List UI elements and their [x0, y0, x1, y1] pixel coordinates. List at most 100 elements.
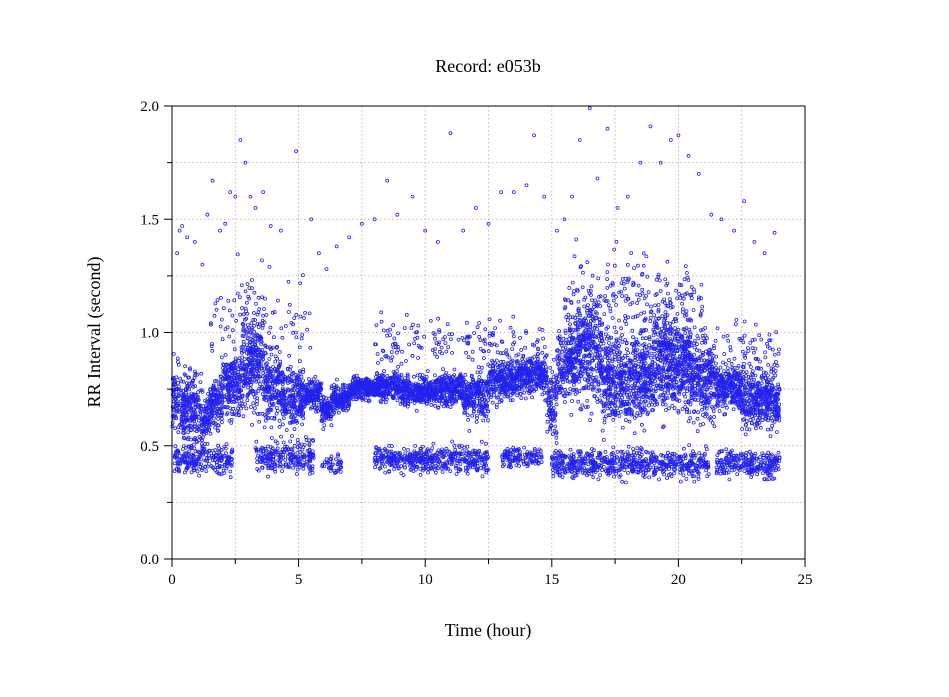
data-point	[181, 392, 186, 397]
data-point	[302, 404, 307, 409]
data-point	[257, 307, 262, 312]
data-point	[284, 428, 289, 432]
data-point	[187, 395, 192, 400]
data-point	[244, 406, 249, 411]
data-point	[277, 350, 282, 354]
data-point	[409, 395, 414, 400]
data-point	[244, 367, 249, 371]
data-point	[217, 400, 222, 405]
data-point	[252, 410, 256, 415]
data-point	[290, 371, 295, 376]
data-point	[595, 400, 600, 404]
data-point	[272, 379, 277, 383]
data-point	[202, 416, 207, 421]
data-point	[299, 407, 303, 412]
data-point	[281, 416, 286, 421]
data-point	[490, 400, 495, 405]
data-point	[382, 381, 387, 385]
data-point	[240, 359, 245, 364]
data-point	[175, 401, 180, 406]
data-point	[519, 396, 524, 401]
data-point	[220, 400, 224, 405]
data-point	[272, 390, 277, 395]
data-point	[218, 378, 223, 383]
data-point	[262, 397, 267, 402]
data-point	[242, 367, 247, 371]
data-point	[226, 365, 231, 370]
data-point	[286, 388, 291, 393]
data-point	[272, 383, 277, 388]
data-point	[479, 365, 484, 370]
data-point	[322, 410, 327, 415]
data-point	[227, 376, 232, 381]
data-point	[330, 406, 335, 411]
data-point	[171, 351, 176, 356]
data-point	[256, 374, 261, 379]
data-point	[351, 375, 356, 380]
data-point	[192, 369, 197, 374]
data-point	[651, 333, 656, 338]
data-point	[244, 331, 249, 336]
data-point	[262, 413, 267, 417]
data-point	[426, 399, 431, 403]
data-point	[289, 409, 294, 414]
data-point	[295, 376, 300, 381]
data-point	[324, 396, 329, 401]
data-point	[230, 409, 235, 414]
data-point	[561, 380, 565, 385]
data-point	[589, 411, 594, 416]
data-point	[181, 379, 186, 384]
data-point	[267, 399, 272, 404]
data-point	[251, 401, 256, 406]
data-point	[188, 404, 193, 409]
data-point	[618, 336, 623, 341]
data-point	[183, 364, 188, 369]
data-point	[200, 389, 205, 394]
data-point	[279, 390, 284, 395]
data-point	[431, 398, 436, 403]
data-point	[235, 409, 240, 413]
data-point	[229, 390, 233, 395]
data-point	[332, 400, 337, 405]
data-point	[418, 386, 423, 391]
data-point	[182, 410, 187, 415]
data-point	[181, 435, 186, 440]
data-point	[179, 407, 184, 412]
data-point	[226, 380, 231, 385]
data-point	[522, 390, 527, 395]
data-point	[222, 404, 227, 409]
data-point	[353, 386, 358, 391]
data-point	[434, 397, 439, 402]
data-point	[463, 372, 468, 377]
data-point	[328, 417, 333, 422]
data-point	[304, 383, 309, 387]
data-point	[580, 403, 585, 408]
data-point	[250, 363, 255, 368]
data-point	[404, 381, 409, 385]
data-point	[343, 394, 348, 399]
data-point	[268, 385, 272, 390]
data-point	[186, 393, 191, 398]
data-point	[271, 365, 275, 369]
data-point	[619, 409, 623, 414]
data-point	[315, 385, 320, 390]
data-point	[212, 379, 217, 383]
data-point	[193, 416, 198, 420]
data-point	[190, 379, 195, 383]
data-point	[170, 405, 175, 410]
data-point	[257, 386, 262, 391]
data-point	[247, 358, 251, 363]
data-point	[557, 329, 561, 333]
data-point	[216, 423, 221, 428]
data-point	[477, 375, 482, 379]
data-point	[201, 404, 206, 409]
data-point	[243, 402, 247, 407]
data-point	[218, 388, 223, 393]
data-point	[347, 397, 352, 401]
data-point	[304, 387, 309, 392]
data-point	[246, 370, 251, 375]
data-point	[208, 398, 213, 403]
data-point	[311, 392, 315, 397]
data-point	[193, 422, 198, 426]
data-point	[314, 409, 319, 414]
